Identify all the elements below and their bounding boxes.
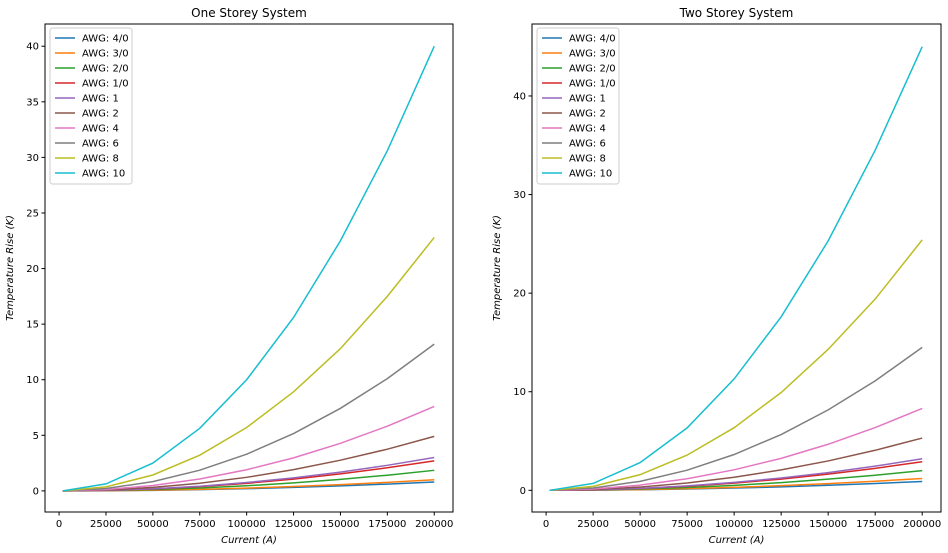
x-tick-label: 100000 [715,519,753,530]
legend-label: AWG: 2/0 [82,64,129,75]
y-tick-label: 0 [520,486,526,497]
legend-label: AWG: 4/0 [82,34,129,45]
chart-title: Two Storey System [679,6,794,20]
x-tick-label: 100000 [228,519,266,530]
series-line-awg-4 [62,405,435,492]
legend: AWG: 4/0 AWG: 3/0 AWG: 2/0 AWG: 1/0 AWG: 1 AW… [536,27,620,185]
y-tick-label: 15 [26,320,39,331]
y-tick-label: 0 [33,486,39,497]
x-axis-label: Current (A) [709,535,765,546]
series-line-awg-6 [62,343,435,492]
legend-label: AWG: 2 [82,109,119,120]
legend-box [49,27,133,185]
y-tick-label: 30 [513,190,526,201]
legend-label: AWG: 4/0 [569,34,616,45]
legend-label: AWG: 1/0 [82,79,129,90]
x-tick-label: 25000 [577,519,609,530]
legend-label: AWG: 4 [569,124,606,135]
y-tick-label: 10 [26,375,39,386]
series-line-awg-6 [549,346,923,492]
series-line-awg-10 [62,45,435,492]
axes-frame [531,23,942,513]
y-tick-label: 40 [26,42,39,53]
x-axis-label: Current (A) [221,535,277,546]
x-tick-label: 50000 [137,519,169,530]
y-tick-label: 30 [26,153,39,164]
x-tick-label: 125000 [762,519,800,530]
series-line-awg-2 [62,435,435,492]
series-line-awg-8 [62,236,435,492]
x-tick-label: 0 [56,519,62,530]
x-tick-label: 150000 [809,519,847,530]
series-line-awg-4 [549,407,923,492]
legend-label: AWG: 10 [82,169,125,180]
y-tick-label: 10 [513,387,526,398]
x-tick-label: 175000 [856,519,894,530]
legend-label: AWG: 10 [569,169,612,180]
legend-box [536,27,620,185]
legend-label: AWG: 4 [82,124,119,135]
legend-label: AWG: 2 [569,109,606,120]
legend: AWG: 4/0 AWG: 3/0 AWG: 2/0 AWG: 1/0 AWG: 1 AW… [49,27,133,185]
x-tick-label: 25000 [90,519,122,530]
chart-two-storey: Two Storey System Current (A) Temperatur… [492,6,942,546]
legend-label: AWG: 8 [569,154,606,165]
series-line-awg-8 [549,239,923,492]
legend-label: AWG: 6 [82,139,119,150]
x-tick-label: 175000 [368,519,406,530]
x-tick-label: 75000 [184,519,216,530]
chart-one-storey: One Storey System Current (A) Temperatur… [5,6,454,546]
legend-label: AWG: 1 [569,94,606,105]
legend-label: AWG: 3/0 [569,49,616,60]
x-tick-label: 50000 [624,519,656,530]
y-axis-label: Temperature Rise (K) [5,215,16,321]
y-tick-label: 20 [513,289,526,300]
legend-label: AWG: 1 [82,94,119,105]
x-tick-label: 75000 [671,519,703,530]
y-tick-label: 35 [26,97,39,108]
legend-label: AWG: 1/0 [569,79,616,90]
y-axis-label: Temperature Rise (K) [492,215,503,321]
y-tick-label: 20 [26,264,39,275]
x-tick-label: 200000 [903,519,941,530]
x-tick-label: 150000 [321,519,359,530]
legend-label: AWG: 2/0 [569,64,616,75]
series-line-awg-10 [549,46,923,492]
y-tick-label: 5 [33,431,39,442]
legend-label: AWG: 6 [569,139,606,150]
axes-frame [44,23,454,513]
y-tick-label: 40 [513,91,526,102]
legend-label: AWG: 8 [82,154,119,165]
series-line-awg-2 [549,437,923,492]
y-tick-label: 25 [26,208,39,219]
legend-label: AWG: 3/0 [82,49,129,60]
x-tick-label: 125000 [274,519,312,530]
x-tick-label: 200000 [415,519,453,530]
chart-title: One Storey System [191,6,307,20]
x-tick-label: 0 [543,519,549,530]
